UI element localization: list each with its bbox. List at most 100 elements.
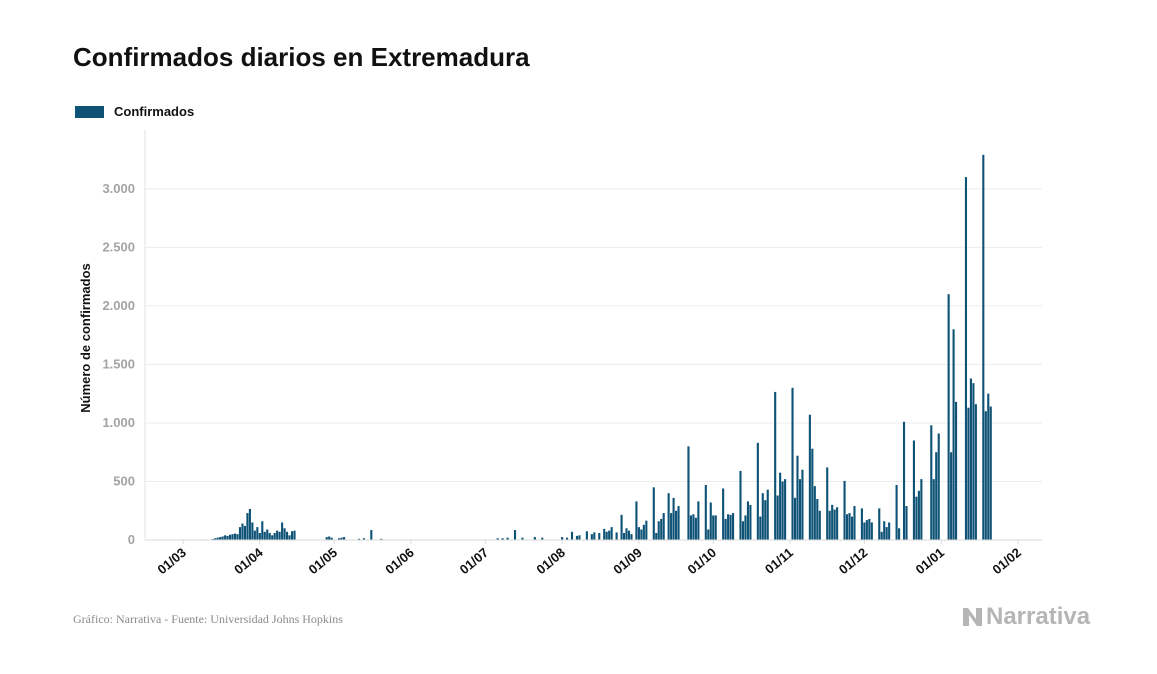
bar <box>828 510 831 540</box>
bar <box>273 532 276 540</box>
legend-swatch <box>75 105 104 118</box>
bar <box>652 487 655 540</box>
bar <box>248 508 251 540</box>
bar <box>357 538 360 540</box>
bar <box>694 517 697 540</box>
bar <box>608 530 611 540</box>
y-tick-label: 1.000 <box>102 415 135 430</box>
bar <box>216 537 219 540</box>
bar <box>258 532 261 540</box>
bar <box>278 531 281 540</box>
y-tick-label: 1.500 <box>102 356 135 371</box>
bar <box>974 404 977 540</box>
bar <box>880 531 883 540</box>
x-tick-label: 01/02 <box>989 545 1024 577</box>
bar <box>370 530 373 540</box>
bar <box>281 522 284 540</box>
x-tick-label: 01/12 <box>836 545 871 577</box>
bar <box>935 452 938 540</box>
bar <box>878 508 881 540</box>
bar <box>657 521 660 540</box>
bar <box>853 506 856 540</box>
bar <box>642 524 645 540</box>
bar <box>888 522 891 540</box>
bar <box>714 515 717 540</box>
bar <box>987 393 990 540</box>
bar <box>749 504 752 540</box>
bar <box>533 537 536 540</box>
bar <box>243 525 246 540</box>
bar <box>330 537 333 540</box>
bar <box>870 522 873 540</box>
x-tick-label: 01/11 <box>762 545 796 577</box>
bar <box>655 532 658 540</box>
bar <box>950 452 953 540</box>
bar <box>885 527 888 540</box>
bar <box>328 536 331 540</box>
bar <box>246 513 249 540</box>
legend: Confirmados <box>75 104 194 119</box>
bar <box>677 506 680 540</box>
bar <box>704 484 707 540</box>
bar <box>831 504 834 540</box>
bar <box>637 527 640 540</box>
bar <box>241 523 244 540</box>
y-tick-label: 2.000 <box>102 298 135 313</box>
bar <box>843 480 846 540</box>
bar <box>865 520 868 540</box>
bar <box>712 515 715 540</box>
x-tick-label: 01/04 <box>231 544 266 577</box>
bar <box>709 502 712 540</box>
bar <box>801 469 804 540</box>
bar <box>236 534 239 540</box>
bar <box>286 531 289 540</box>
bar <box>811 448 814 540</box>
bar <box>964 177 968 540</box>
bars <box>201 154 992 540</box>
bar <box>883 521 886 540</box>
bar <box>808 414 811 540</box>
bar <box>513 530 517 540</box>
bar <box>229 534 232 540</box>
y-tick-label: 2.500 <box>102 239 135 254</box>
bar <box>784 479 787 540</box>
bar <box>863 522 866 540</box>
x-tick-label: 01/09 <box>610 545 645 577</box>
bar <box>640 529 643 540</box>
bar <box>325 537 328 540</box>
x-tick-label: 01/03 <box>154 545 189 577</box>
bar <box>566 537 569 540</box>
bar <box>776 495 779 540</box>
bar <box>590 534 593 540</box>
bar <box>687 446 690 540</box>
bar <box>603 528 606 540</box>
bar <box>727 514 730 540</box>
bar <box>895 484 898 540</box>
brand-logo: Narrativa <box>962 603 1090 631</box>
bar <box>818 510 821 540</box>
bar <box>340 537 343 540</box>
bar <box>969 378 972 540</box>
bar <box>593 532 596 540</box>
bar <box>746 501 749 540</box>
bar <box>774 391 777 540</box>
bar <box>672 497 675 540</box>
bar <box>915 496 918 540</box>
bar <box>793 497 797 540</box>
bar <box>645 520 648 540</box>
bar <box>722 488 725 540</box>
bar <box>660 518 663 540</box>
bar <box>561 537 564 540</box>
bar <box>848 513 851 540</box>
bar <box>761 493 764 540</box>
bar <box>667 493 670 540</box>
brand-name: Narrativa <box>986 603 1091 630</box>
bar <box>585 531 588 540</box>
bar <box>605 531 608 540</box>
x-tick-label: 01/06 <box>382 545 417 577</box>
gridlines <box>145 188 1042 482</box>
x-tick-label: 01/07 <box>457 545 492 577</box>
bar <box>984 411 987 540</box>
bar <box>833 509 836 540</box>
